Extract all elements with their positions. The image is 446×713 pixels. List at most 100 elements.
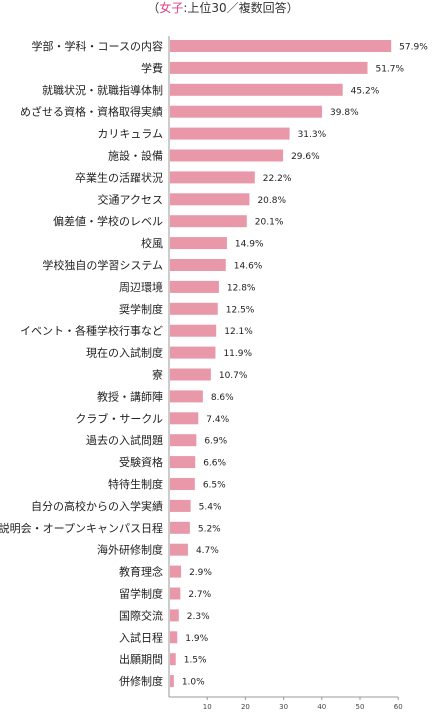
value-label: 14.6% (234, 262, 263, 272)
bar (170, 61, 368, 74)
category-label: めざせる資格・資格取得実績 (20, 105, 163, 119)
value-label: 29.6% (291, 152, 320, 162)
category-label: 海外研修制度 (97, 543, 163, 557)
category-label: 特待生制度 (108, 477, 163, 491)
bar (170, 127, 290, 140)
category-label: 学費 (141, 61, 163, 75)
bar (170, 302, 218, 315)
bar (170, 434, 197, 447)
bar (170, 280, 219, 293)
category-label: 寮 (152, 368, 163, 382)
bar (170, 149, 284, 162)
title-paren-close: ） (286, 1, 299, 15)
x-tick-label: 60 (394, 703, 403, 711)
x-tick-label: 10 (203, 703, 212, 711)
value-label: 5.2% (198, 524, 221, 534)
category-label: 自分の高校からの入学実績 (31, 499, 163, 513)
value-label: 51.7% (375, 64, 404, 74)
category-label: 現在の入試制度 (86, 346, 163, 360)
category-label: 偏差値・学校のレベル (53, 214, 163, 228)
value-label: 6.5% (203, 481, 226, 491)
bar (170, 675, 174, 688)
value-label: 4.7% (196, 546, 219, 556)
category-label: 奨学制度 (119, 302, 163, 316)
bar (170, 324, 217, 337)
category-label: 併修制度 (119, 674, 163, 688)
value-label: 12.5% (226, 305, 255, 315)
value-label: 20.8% (257, 196, 286, 206)
title-paren-open: （ (147, 1, 160, 15)
bar (170, 543, 188, 556)
bar (170, 215, 247, 228)
bar (170, 368, 211, 381)
category-label: クラブ・サークル (75, 411, 163, 425)
category-label: 交通アクセス (98, 192, 163, 206)
value-label: 1.0% (182, 678, 205, 688)
value-label: 8.6% (211, 393, 234, 403)
category-label: 入試日程 (119, 630, 163, 644)
value-label: 6.6% (203, 459, 226, 469)
value-label: 31.3% (298, 130, 327, 140)
category-label: イベント・各種学校行事など (20, 324, 163, 338)
bar (170, 346, 216, 359)
category-label: 卒業生の活躍状況 (75, 170, 163, 184)
bar (170, 83, 343, 96)
bar (170, 105, 323, 118)
value-label: 2.3% (187, 612, 210, 622)
x-tick-label: 20 (241, 703, 250, 711)
category-label: 学部・学科・コースの内容 (32, 39, 163, 53)
bar (170, 478, 195, 490)
value-label: 2.9% (189, 568, 212, 578)
value-label: 12.1% (224, 327, 253, 337)
value-label: 10.7% (219, 371, 248, 381)
category-label: 国際交流 (119, 608, 163, 622)
bar (170, 193, 250, 206)
value-label: 1.9% (185, 634, 208, 644)
bar (170, 499, 191, 512)
chart-title: （女子:上位30／複数回答） (0, 0, 446, 16)
value-label: 1.5% (184, 656, 207, 666)
category-label: 説明会・オープンキャンパス日程 (0, 521, 163, 535)
value-label: 6.9% (204, 437, 227, 447)
category-label: カリキュラム (97, 128, 163, 141)
category-label: 受験資格 (119, 455, 163, 469)
value-label: 45.2% (351, 86, 380, 96)
x-tick-label: 50 (356, 703, 365, 711)
bar (170, 390, 203, 403)
bar (170, 653, 176, 666)
category-label: 周辺環境 (119, 280, 163, 294)
bar (170, 631, 178, 644)
category-label: 過去の入試問題 (86, 433, 163, 447)
bar (170, 259, 226, 271)
category-label: 出願期間 (119, 652, 163, 666)
value-label: 2.7% (188, 590, 211, 600)
bar (170, 40, 392, 52)
value-label: 22.2% (263, 174, 292, 184)
bar (170, 456, 196, 469)
value-label: 12.8% (227, 283, 256, 293)
bar (170, 237, 227, 250)
value-label: 5.4% (199, 502, 222, 512)
bar (170, 412, 199, 425)
category-label: 校風 (141, 236, 163, 250)
value-label: 57.9% (399, 43, 428, 53)
value-label: 39.8% (330, 108, 359, 118)
bar (170, 609, 179, 622)
category-label: 施設・設備 (108, 149, 163, 163)
category-label: 学校独自の学習システム (42, 258, 163, 272)
value-label: 14.9% (235, 240, 264, 250)
title-highlight: 女子 (159, 1, 184, 15)
x-tick-label: 40 (317, 703, 326, 711)
title-rest: :上位30／複数回答 (183, 1, 287, 15)
bar (170, 565, 182, 578)
value-label: 7.4% (206, 415, 229, 425)
x-tick-label: 30 (279, 703, 288, 711)
category-label: 留学制度 (119, 587, 163, 601)
bar (170, 587, 181, 600)
category-label: 就職状況・就職指導体制 (42, 83, 163, 97)
value-label: 20.1% (255, 218, 284, 228)
value-label: 11.9% (223, 349, 252, 359)
bar (170, 521, 190, 534)
